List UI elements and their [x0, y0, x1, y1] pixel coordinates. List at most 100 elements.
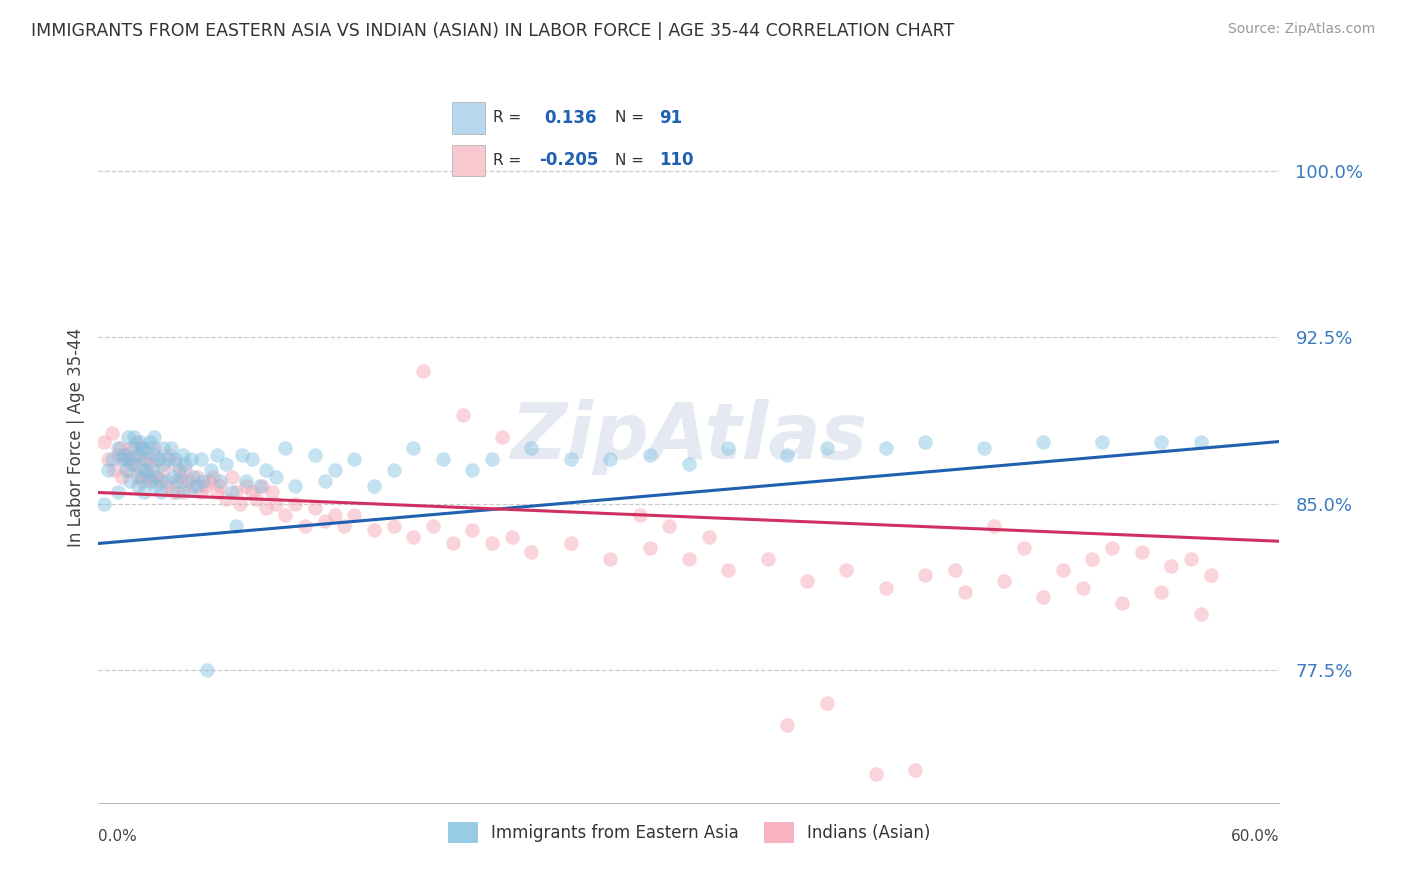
Point	[1012, 541, 1035, 555]
Point	[166, 475, 188, 489]
Point	[112, 448, 135, 462]
Point	[225, 518, 247, 533]
Point	[181, 479, 204, 493]
Point	[157, 452, 180, 467]
Point	[141, 463, 163, 477]
Point	[1032, 590, 1054, 604]
Point	[112, 452, 135, 467]
Point	[186, 479, 208, 493]
Point	[93, 497, 115, 511]
Point	[314, 514, 336, 528]
Point	[146, 452, 169, 467]
Point	[993, 574, 1015, 589]
Point	[117, 430, 139, 444]
Point	[481, 452, 503, 467]
Point	[136, 441, 159, 455]
Point	[402, 441, 425, 455]
Point	[776, 718, 799, 732]
Point	[264, 470, 287, 484]
Point	[101, 452, 124, 467]
Point	[343, 508, 366, 522]
Point	[177, 483, 200, 498]
Point	[904, 763, 927, 777]
Point	[107, 448, 129, 462]
Point	[914, 567, 936, 582]
Point	[190, 485, 212, 500]
Point	[240, 485, 263, 500]
Point	[231, 448, 253, 462]
Point	[914, 434, 936, 449]
Point	[1101, 541, 1123, 555]
Point	[1071, 581, 1094, 595]
Point	[118, 475, 141, 489]
Point	[221, 470, 243, 484]
Point	[229, 497, 252, 511]
Text: IMMIGRANTS FROM EASTERN ASIA VS INDIAN (ASIAN) IN LABOR FORCE | AGE 35-44 CORREL: IMMIGRANTS FROM EASTERN ASIA VS INDIAN (…	[31, 22, 955, 40]
Point	[174, 463, 197, 477]
Point	[205, 448, 228, 462]
Point	[382, 463, 405, 477]
Point	[107, 441, 129, 455]
Point	[142, 430, 165, 444]
Point	[1091, 434, 1114, 449]
Point	[382, 518, 405, 533]
Point	[141, 475, 163, 489]
Point	[225, 485, 247, 500]
Point	[235, 475, 257, 489]
Point	[136, 470, 159, 484]
Point	[111, 452, 134, 467]
Point	[117, 463, 139, 477]
Point	[186, 470, 208, 484]
Legend: Immigrants from Eastern Asia, Indians (Asian): Immigrants from Eastern Asia, Indians (A…	[441, 815, 936, 849]
Point	[1150, 585, 1173, 599]
Point	[461, 463, 484, 477]
Point	[1199, 567, 1222, 582]
Point	[815, 441, 838, 455]
Point	[117, 452, 139, 467]
Point	[127, 448, 149, 462]
Point	[97, 452, 120, 467]
Point	[501, 530, 523, 544]
Point	[127, 479, 149, 493]
Point	[195, 663, 218, 677]
Point	[678, 457, 700, 471]
Point	[93, 434, 115, 449]
Point	[170, 475, 193, 489]
Point	[146, 470, 169, 484]
Point	[865, 767, 887, 781]
Point	[983, 518, 1005, 533]
Point	[481, 536, 503, 550]
Point	[284, 497, 307, 511]
Point	[441, 536, 464, 550]
Point	[953, 585, 976, 599]
Point	[560, 452, 582, 467]
Point	[128, 463, 150, 477]
Point	[1032, 434, 1054, 449]
Point	[240, 452, 263, 467]
Point	[167, 463, 190, 477]
Point	[274, 508, 297, 522]
Point	[835, 563, 858, 577]
Point	[717, 441, 740, 455]
Point	[152, 441, 174, 455]
Point	[284, 479, 307, 493]
Point	[101, 425, 124, 440]
Point	[97, 463, 120, 477]
Point	[697, 530, 720, 544]
Point	[260, 485, 283, 500]
Point	[323, 508, 346, 522]
Point	[1130, 545, 1153, 559]
Point	[200, 463, 222, 477]
Point	[1160, 558, 1182, 573]
Point	[128, 434, 150, 449]
Point	[145, 470, 167, 484]
Point	[150, 475, 173, 489]
Y-axis label: In Labor Force | Age 35-44: In Labor Force | Age 35-44	[66, 327, 84, 547]
Point	[177, 475, 200, 489]
Point	[215, 457, 238, 471]
Point	[250, 479, 273, 493]
Point	[363, 479, 385, 493]
Point	[264, 497, 287, 511]
Point	[412, 363, 434, 377]
Point	[121, 452, 143, 467]
